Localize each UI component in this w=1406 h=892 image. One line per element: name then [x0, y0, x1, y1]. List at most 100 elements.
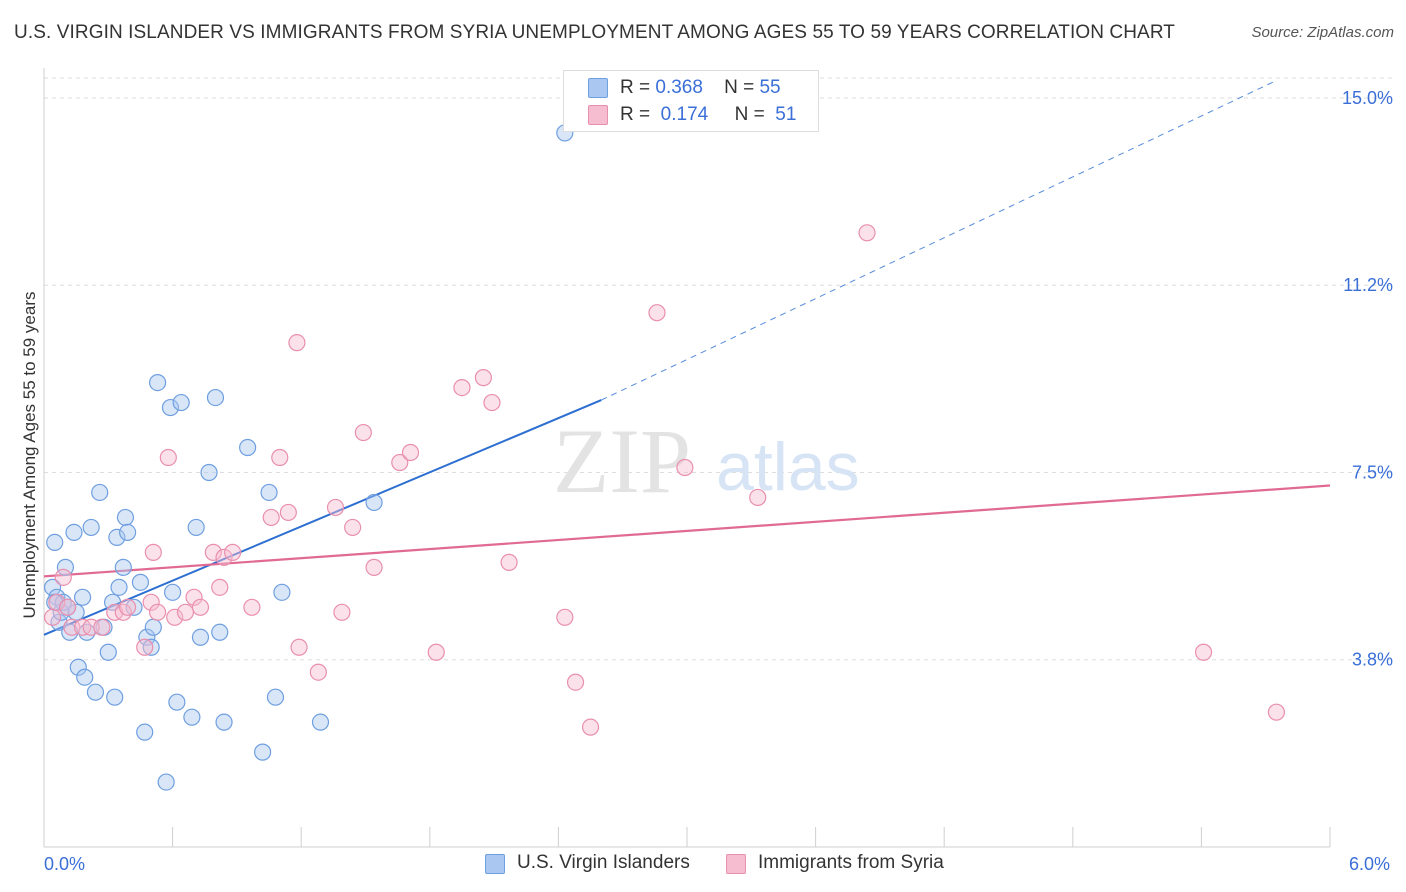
- point-virgin-islanders: [114, 558, 132, 576]
- point-virgin-islanders: [65, 523, 83, 542]
- point-syria: [118, 598, 137, 616]
- point-virgin-islanders: [157, 773, 175, 791]
- point-syria: [262, 508, 280, 527]
- legend-label: U.S. Virgin Islanders: [517, 852, 690, 873]
- point-syria: [1194, 643, 1213, 661]
- n-value: 55: [759, 77, 781, 98]
- trend-line-virgin-islanders: [43, 399, 602, 636]
- point-syria: [344, 518, 362, 537]
- x-tick-label-max: 6.0%: [1349, 854, 1391, 874]
- point-virgin-islanders: [136, 723, 154, 741]
- point-virgin-islanders: [254, 743, 272, 761]
- point-syria: [144, 543, 162, 561]
- point-syria: [500, 553, 518, 571]
- point-virgin-islanders: [73, 588, 92, 606]
- point-virgin-islanders: [161, 398, 180, 417]
- point-virgin-islanders: [76, 668, 94, 686]
- point-virgin-islanders: [273, 583, 291, 601]
- point-virgin-islanders: [148, 374, 167, 392]
- point-syria: [185, 588, 203, 606]
- point-syria: [858, 224, 876, 242]
- y-tick-label: 15.0%: [1342, 88, 1393, 108]
- data-points: [43, 124, 1286, 791]
- point-virgin-islanders: [142, 638, 160, 656]
- point-syria: [166, 608, 184, 626]
- point-syria: [54, 568, 72, 586]
- point-virgin-islanders: [200, 463, 218, 482]
- point-syria: [1267, 703, 1286, 721]
- chart-title: U.S. VIRGIN ISLANDER VS IMMIGRANTS FROM …: [14, 22, 1176, 43]
- point-virgin-islanders: [69, 658, 87, 676]
- r-label: R =: [620, 104, 651, 125]
- point-syria: [333, 603, 351, 621]
- y-tick-label: 7.5%: [1352, 462, 1393, 482]
- point-syria: [288, 334, 306, 352]
- n-value: 51: [775, 104, 797, 125]
- point-syria: [326, 498, 345, 517]
- point-virgin-islanders: [99, 643, 117, 661]
- point-virgin-islanders: [172, 393, 190, 412]
- point-virgin-islanders: [108, 528, 126, 547]
- point-virgin-islanders: [118, 523, 137, 542]
- point-virgin-islanders: [365, 493, 383, 512]
- point-virgin-islanders: [86, 683, 105, 701]
- blue-swatch: [485, 854, 505, 874]
- point-virgin-islanders: [91, 483, 109, 502]
- point-syria: [43, 608, 62, 626]
- y-tick-label: 3.8%: [1352, 650, 1393, 670]
- pink-swatch: [588, 105, 608, 125]
- point-syria: [211, 578, 229, 596]
- point-syria: [556, 608, 574, 626]
- trend-lines: [43, 80, 1331, 636]
- point-syria: [427, 643, 445, 661]
- point-syria: [176, 603, 195, 621]
- trend-line-extension: [601, 80, 1277, 401]
- y-tick-labels: 15.0% 11.2% 7.5% 3.8%: [1342, 88, 1393, 670]
- point-virgin-islanders: [125, 598, 143, 616]
- trend-line-syria: [43, 484, 1331, 578]
- r-label: R =: [620, 77, 651, 98]
- point-virgin-islanders: [183, 708, 201, 726]
- axes: [43, 68, 1331, 848]
- point-virgin-islanders: [266, 688, 285, 706]
- x-tick-label-min: 0.0%: [44, 854, 86, 874]
- point-virgin-islanders: [187, 518, 205, 537]
- point-virgin-islanders: [211, 623, 229, 641]
- r-value: 0.368: [655, 77, 703, 98]
- point-syria: [142, 593, 160, 611]
- point-virgin-islanders: [106, 688, 124, 706]
- stats-legend: R = 0.368 N = 55 R = 0.174 N = 51: [563, 70, 819, 132]
- point-virgin-islanders: [215, 713, 233, 731]
- point-virgin-islanders: [239, 438, 257, 457]
- point-syria: [648, 304, 666, 322]
- n-label: N =: [734, 104, 765, 125]
- point-virgin-islanders: [311, 713, 330, 731]
- point-syria: [148, 603, 167, 621]
- point-syria: [215, 548, 233, 566]
- r-value: 0.174: [660, 104, 709, 125]
- point-syria: [309, 663, 327, 681]
- point-syria: [391, 453, 409, 472]
- point-syria: [204, 543, 222, 561]
- watermark-atlas: atlas: [716, 429, 860, 505]
- point-syria: [136, 638, 154, 656]
- point-virgin-islanders: [110, 578, 128, 596]
- point-virgin-islanders: [46, 533, 64, 551]
- point-syria: [401, 443, 420, 462]
- y-tick-label: 11.2%: [1343, 275, 1393, 295]
- grid-lines: [44, 77, 1395, 661]
- point-syria: [453, 378, 471, 397]
- point-syria: [566, 673, 585, 691]
- point-syria: [58, 598, 77, 616]
- point-syria: [483, 393, 501, 412]
- point-virgin-islanders: [191, 628, 210, 646]
- source-label: Source: ZipAtlas.com: [1251, 24, 1394, 41]
- point-syria: [243, 598, 261, 616]
- point-syria: [271, 448, 289, 467]
- point-syria: [676, 458, 694, 477]
- point-virgin-islanders: [82, 518, 100, 537]
- point-syria: [159, 448, 177, 467]
- point-virgin-islanders: [206, 388, 225, 407]
- watermark-zip: ZIP: [553, 410, 691, 512]
- point-syria: [290, 638, 308, 656]
